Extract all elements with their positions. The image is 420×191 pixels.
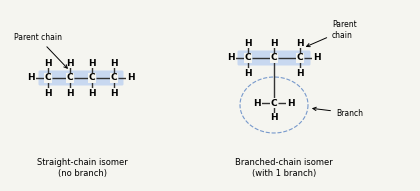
- Text: H: H: [270, 113, 278, 122]
- Text: C: C: [270, 53, 277, 62]
- Text: H: H: [66, 58, 74, 67]
- Text: C: C: [111, 74, 117, 83]
- Text: H: H: [270, 39, 278, 48]
- Text: H: H: [44, 58, 52, 67]
- Text: H: H: [110, 58, 118, 67]
- Text: H: H: [127, 74, 135, 83]
- Text: C: C: [89, 74, 95, 83]
- Text: H: H: [110, 88, 118, 97]
- Text: C: C: [45, 74, 51, 83]
- Text: H: H: [244, 69, 252, 78]
- Text: H: H: [88, 58, 96, 67]
- Text: H: H: [227, 53, 235, 62]
- Text: H: H: [44, 88, 52, 97]
- Text: C: C: [270, 99, 277, 108]
- Text: H: H: [244, 39, 252, 48]
- Text: H: H: [296, 39, 304, 48]
- FancyBboxPatch shape: [237, 50, 310, 66]
- Text: H: H: [27, 74, 35, 83]
- Text: H: H: [296, 69, 304, 78]
- Text: Parent chain: Parent chain: [14, 33, 67, 68]
- Text: H: H: [313, 53, 321, 62]
- Text: C: C: [245, 53, 251, 62]
- Text: Parent
chain: Parent chain: [307, 20, 357, 47]
- Text: H: H: [66, 88, 74, 97]
- FancyBboxPatch shape: [39, 70, 123, 86]
- Text: H: H: [253, 99, 261, 108]
- Text: Straight-chain isomer
(no branch): Straight-chain isomer (no branch): [37, 158, 127, 178]
- Text: H: H: [88, 88, 96, 97]
- Text: C: C: [67, 74, 74, 83]
- Text: H: H: [287, 99, 295, 108]
- Text: C: C: [297, 53, 303, 62]
- Text: Branch: Branch: [313, 107, 363, 117]
- Text: Branched-chain isomer
(with 1 branch): Branched-chain isomer (with 1 branch): [235, 158, 333, 178]
